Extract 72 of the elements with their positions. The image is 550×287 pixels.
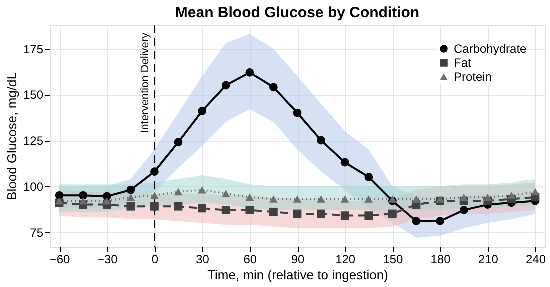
legend-label: Fat	[454, 56, 472, 70]
point	[317, 210, 326, 218]
y-axis-title: Blood Glucose, mg/dL	[4, 72, 20, 200]
point	[340, 196, 350, 203]
point	[222, 81, 230, 90]
point	[317, 136, 326, 145]
point	[150, 168, 159, 176]
point	[79, 198, 88, 205]
point	[150, 202, 159, 211]
point	[293, 196, 302, 203]
point	[126, 202, 136, 211]
point	[174, 202, 183, 211]
point	[460, 194, 468, 202]
point	[246, 68, 254, 77]
x-tick-label: 240	[526, 252, 546, 266]
point	[317, 196, 326, 203]
point	[340, 158, 350, 167]
point	[364, 196, 374, 203]
x-axis-title: Time, min (relative to ingestion)	[208, 268, 388, 282]
point	[460, 206, 468, 214]
point	[484, 194, 492, 202]
point	[412, 217, 421, 226]
x-tick-label: −60	[50, 252, 71, 266]
ref-line-label: Intervention Delivery	[140, 32, 152, 134]
legend-label: Carbohydrate	[454, 42, 528, 56]
point	[102, 198, 112, 205]
point	[198, 204, 206, 213]
point	[198, 107, 206, 116]
point	[508, 192, 516, 200]
point	[55, 198, 64, 205]
chart-title: Mean Blood Glucose by Condition	[175, 4, 420, 22]
point	[412, 196, 421, 203]
point	[364, 173, 374, 182]
point	[174, 138, 183, 147]
point	[79, 191, 88, 200]
x-tick-label: 90	[291, 252, 305, 266]
point	[293, 108, 302, 118]
x-tick-label: 60	[244, 252, 258, 266]
point	[531, 188, 540, 196]
x-tick-label: 120	[336, 252, 356, 266]
point	[436, 217, 444, 226]
x-tick-label: 30	[196, 252, 210, 266]
x-tick-label: 150	[383, 252, 404, 266]
point	[55, 191, 64, 200]
point	[174, 188, 183, 196]
x-tick-label: 210	[478, 252, 499, 266]
legend-label: Protein	[454, 70, 492, 84]
point	[270, 83, 278, 92]
y-tick-label: 125	[23, 134, 44, 148]
point	[126, 194, 136, 202]
point	[293, 210, 302, 218]
point	[150, 192, 159, 200]
point	[340, 212, 350, 220]
point	[246, 206, 254, 214]
y-tick-label: 175	[23, 42, 44, 56]
point	[126, 186, 136, 194]
point	[270, 208, 278, 216]
x-tick-label: 180	[430, 252, 452, 266]
point	[436, 196, 444, 203]
point	[364, 212, 374, 220]
point	[222, 206, 230, 214]
point	[388, 196, 397, 203]
x-tick-label: 0	[152, 252, 159, 266]
y-tick-label: 100	[23, 180, 44, 194]
point	[388, 210, 397, 218]
point	[270, 196, 278, 203]
point	[222, 190, 230, 198]
x-tick-label: −30	[97, 252, 118, 266]
point	[198, 186, 206, 194]
point	[246, 194, 254, 202]
y-tick-label: 75	[30, 226, 44, 240]
y-tick-label: 150	[23, 88, 44, 102]
